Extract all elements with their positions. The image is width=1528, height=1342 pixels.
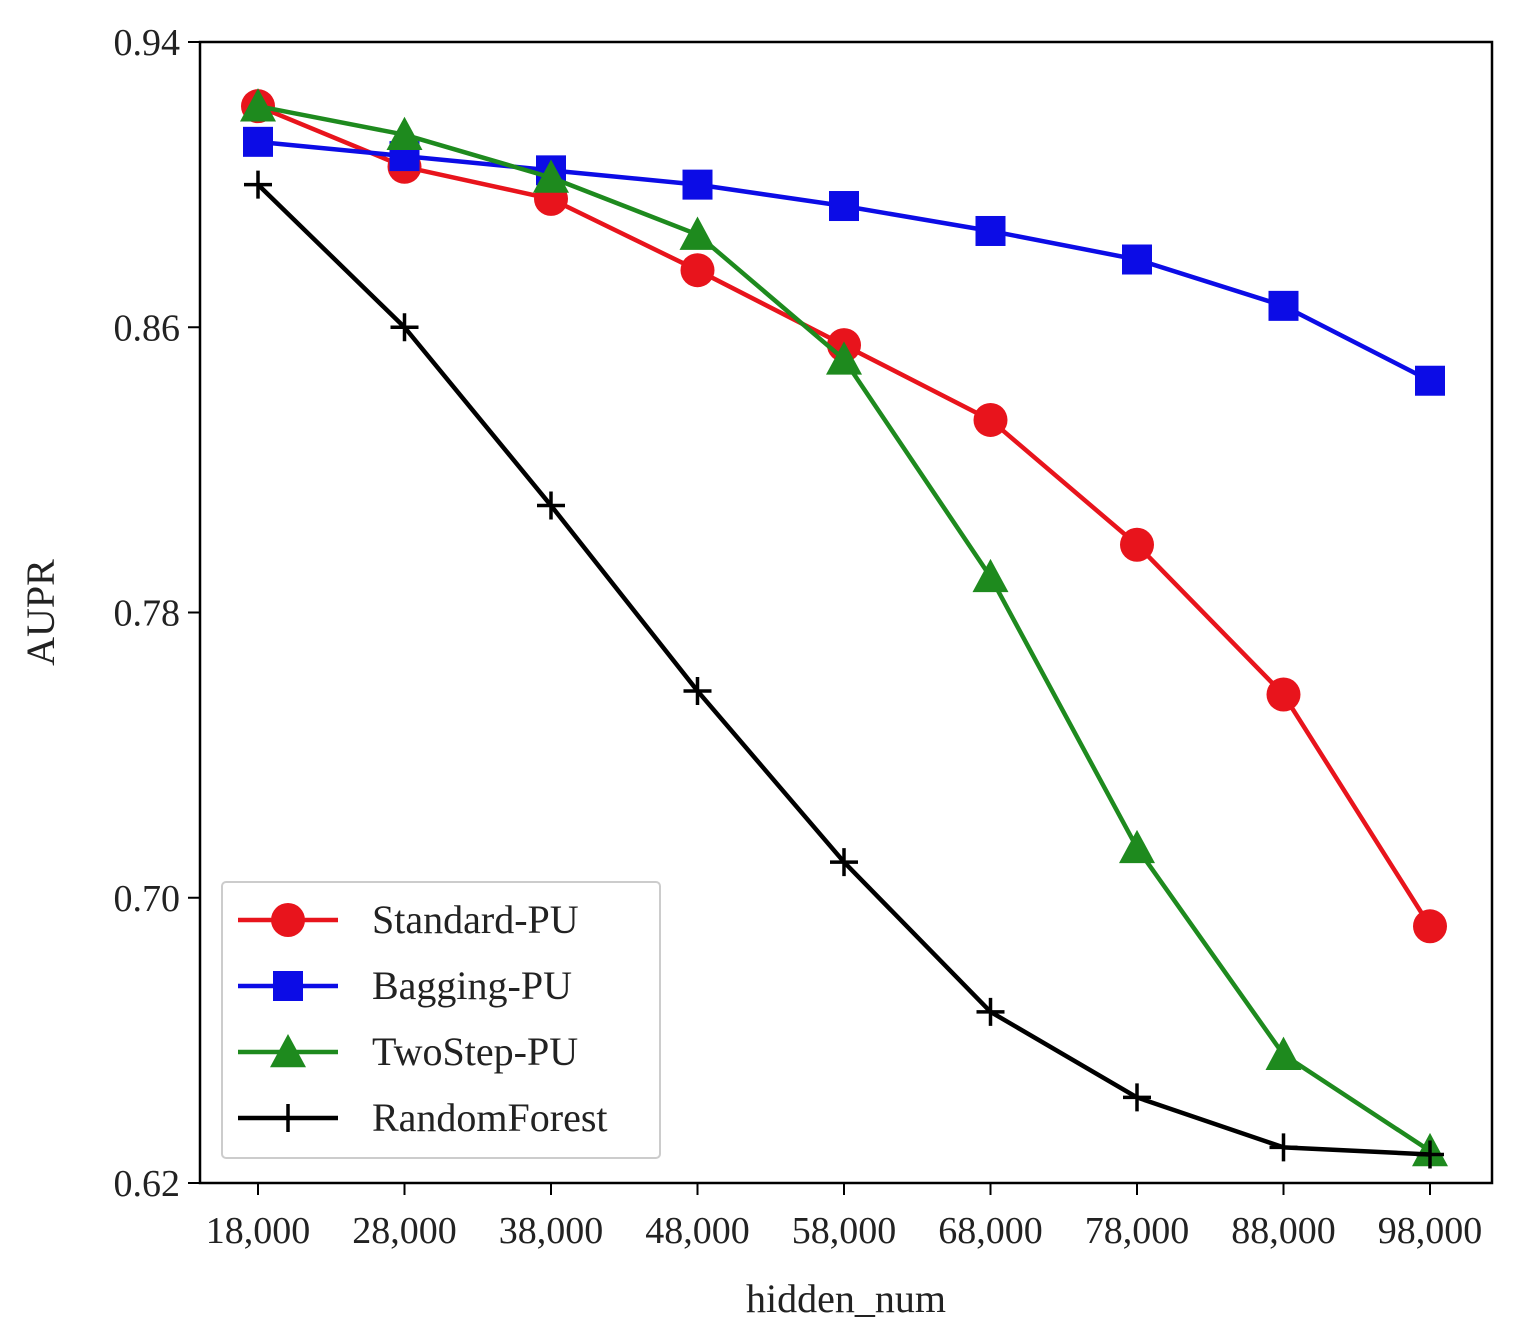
y-tick-label: 0.62	[114, 1163, 181, 1205]
data-point-twostep-pu	[972, 558, 1009, 593]
data-point-twostep-pu	[386, 116, 423, 151]
data-point-randomforest	[537, 491, 565, 520]
legend-label-standard-pu: Standard-PU	[372, 897, 579, 942]
data-point-bagging-pu	[1415, 365, 1445, 396]
data-point-standard-pu	[680, 253, 715, 288]
y-tick-label: 0.78	[114, 593, 181, 635]
legend-label-twostep-pu: TwoStep-PU	[372, 1029, 578, 1074]
data-point-randomforest	[683, 676, 712, 705]
data-point-bagging-pu	[1268, 290, 1299, 321]
data-point-twostep-pu	[240, 88, 276, 122]
data-point-standard-pu	[973, 402, 1008, 437]
x-tick-label: 48,000	[645, 1210, 750, 1252]
x-tick-label: 98,000	[1378, 1210, 1483, 1252]
legend-label-bagging-pu: Bagging-PU	[372, 963, 572, 1008]
data-point-standard-pu	[1120, 527, 1154, 562]
series-layer	[240, 88, 1448, 1169]
data-point-bagging-pu	[1122, 244, 1152, 275]
data-point-bagging-pu	[829, 191, 859, 222]
y-tick-label: 0.94	[114, 22, 181, 64]
y-tick-label: 0.86	[114, 307, 181, 349]
data-point-randomforest	[1269, 1133, 1298, 1162]
y-axis-title: AUPR	[18, 559, 63, 666]
data-point-bagging-pu	[975, 215, 1006, 246]
x-tick-label: 28,000	[352, 1210, 457, 1252]
y-axis: 0.62 0.70 0.78 0.86 0.94	[114, 22, 200, 1205]
legend-marker-randomforest	[274, 1104, 302, 1132]
legend-marker-standard-pu	[271, 903, 305, 937]
x-tick-label: 58,000	[792, 1210, 897, 1252]
data-point-randomforest	[830, 848, 858, 877]
x-tick-label: 78,000	[1085, 1210, 1190, 1252]
data-point-randomforest	[1416, 1140, 1444, 1169]
data-point-bagging-pu	[682, 169, 713, 200]
x-tick-label: 68,000	[938, 1210, 1043, 1252]
data-point-twostep-pu	[1265, 1036, 1302, 1070]
data-point-randomforest	[390, 313, 419, 342]
data-point-standard-pu	[1413, 909, 1447, 944]
legend-box	[221, 881, 661, 1159]
x-tick-label: 38,000	[499, 1210, 604, 1252]
x-tick-label: 18,000	[206, 1210, 311, 1252]
data-point-twostep-pu	[1119, 829, 1155, 864]
x-tick-label: 88,000	[1231, 1210, 1336, 1252]
legend-label-randomforest: RandomForest	[372, 1095, 608, 1140]
legend: Standard-PU Bagging-PU TwoStep-PU RandomFor…	[221, 881, 661, 1159]
data-point-randomforest	[976, 997, 1005, 1026]
data-point-randomforest	[1123, 1083, 1151, 1112]
data-point-bagging-pu	[243, 126, 273, 157]
data-point-twostep-pu	[826, 341, 862, 375]
x-axis-title: hidden_num	[746, 1276, 946, 1321]
data-point-twostep-pu	[679, 216, 716, 250]
x-axis: 18,000 28,000 38,000 48,000 58,000 68,000 78,0…	[206, 1183, 1483, 1252]
y-tick-label: 0.70	[114, 878, 181, 920]
data-point-twostep-pu	[533, 159, 569, 193]
legend-marker-twostep-pu	[270, 1034, 306, 1068]
data-point-randomforest	[244, 170, 272, 199]
legend-marker-bagging-pu	[273, 971, 303, 1001]
data-point-standard-pu	[1266, 677, 1301, 712]
